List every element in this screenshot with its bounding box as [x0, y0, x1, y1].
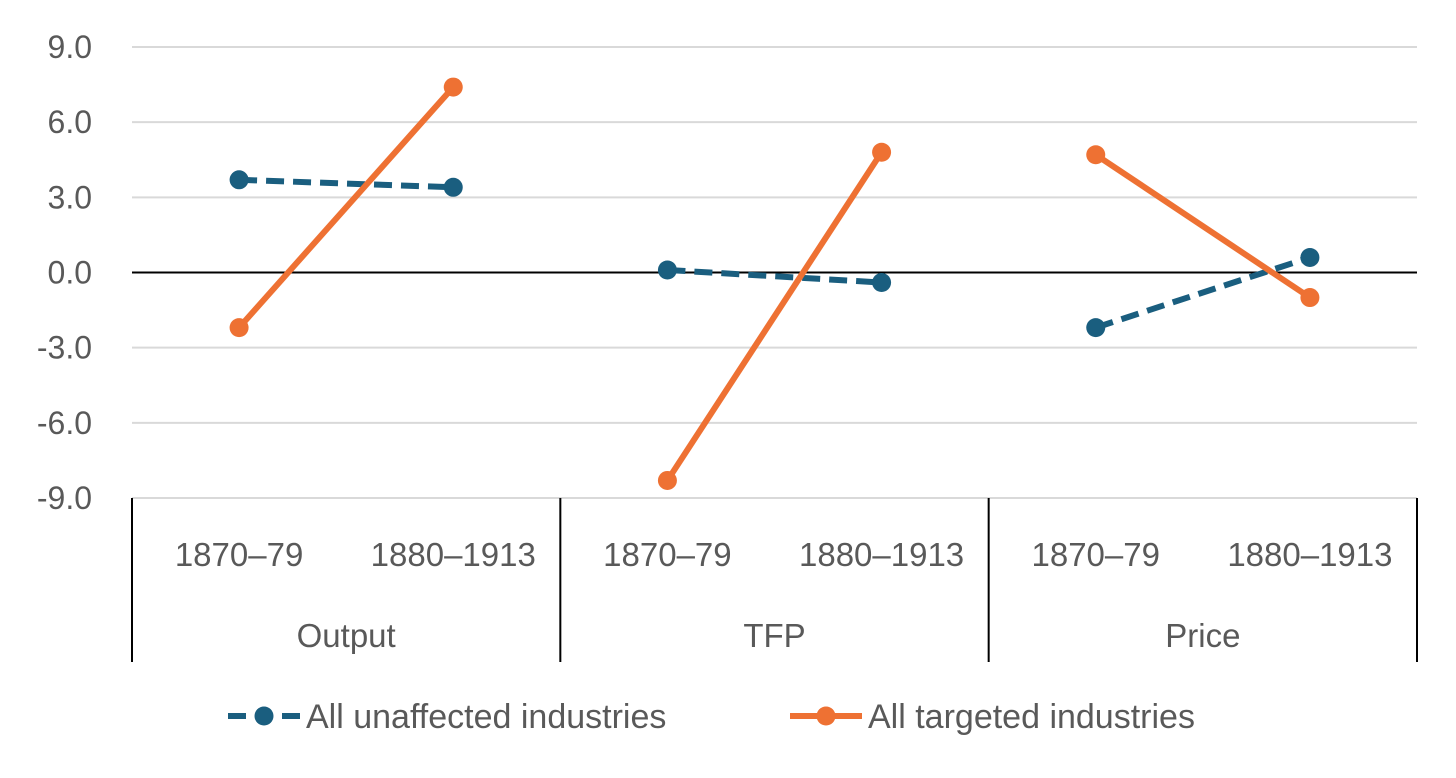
plot-series — [229, 77, 1320, 490]
x-tick-label: 1880–1913 — [371, 536, 536, 573]
data-point — [443, 77, 463, 97]
data-point — [443, 177, 463, 197]
data-point — [1086, 318, 1106, 338]
data-point — [1300, 288, 1320, 308]
legend-item: All targeted industries — [790, 698, 1195, 736]
x-tick-label: 1880–1913 — [1227, 536, 1392, 573]
x-tick-label: 1870–79 — [1032, 536, 1160, 573]
y-tick-label: -6.0 — [37, 405, 92, 441]
legend-item: All unaffected industries — [228, 698, 666, 736]
series-line-segment — [1094, 152, 1312, 301]
data-point — [229, 170, 249, 190]
series-line-segment — [667, 266, 882, 286]
series-line-segment — [238, 176, 454, 191]
gridlines: 9.0 6.0 3.0 0.0 -3.0 -6.0 -9.0 — [37, 29, 1417, 516]
series-line-segment — [236, 85, 456, 330]
data-point — [229, 318, 249, 338]
series-line-segment — [664, 150, 885, 483]
y-tick-label: -9.0 — [37, 480, 92, 516]
y-tick-label: 9.0 — [48, 29, 92, 65]
legend: All unaffected industries All targeted in… — [228, 698, 1195, 736]
legend-swatch-marker — [816, 706, 836, 726]
data-point — [1086, 145, 1106, 165]
data-point — [1300, 247, 1320, 267]
series-unaffected — [229, 170, 1320, 338]
series-targeted — [229, 77, 1320, 490]
x-tick-label: 1870–79 — [603, 536, 731, 573]
data-point — [657, 260, 677, 280]
series-line-segment — [1094, 254, 1311, 331]
group-label: TFP — [743, 617, 805, 654]
y-tick-label: 6.0 — [48, 104, 92, 140]
category-axis: 1870–79 1880–1913 Output 1870–79 1880–1913 TF… — [131, 498, 1418, 662]
data-point — [657, 470, 677, 490]
group-label: Output — [297, 617, 396, 654]
data-point — [872, 273, 892, 293]
legend-swatch-marker — [254, 706, 274, 726]
group-label: Price — [1165, 617, 1240, 654]
legend-label: All unaffected industries — [306, 698, 666, 736]
x-tick-label: 1870–79 — [175, 536, 303, 573]
y-tick-label: 3.0 — [48, 179, 92, 215]
data-point — [872, 142, 892, 162]
y-tick-label: -3.0 — [37, 330, 92, 366]
x-tick-label: 1880–1913 — [799, 536, 964, 573]
legend-label: All targeted industries — [868, 698, 1195, 736]
y-tick-label: 0.0 — [48, 255, 92, 291]
